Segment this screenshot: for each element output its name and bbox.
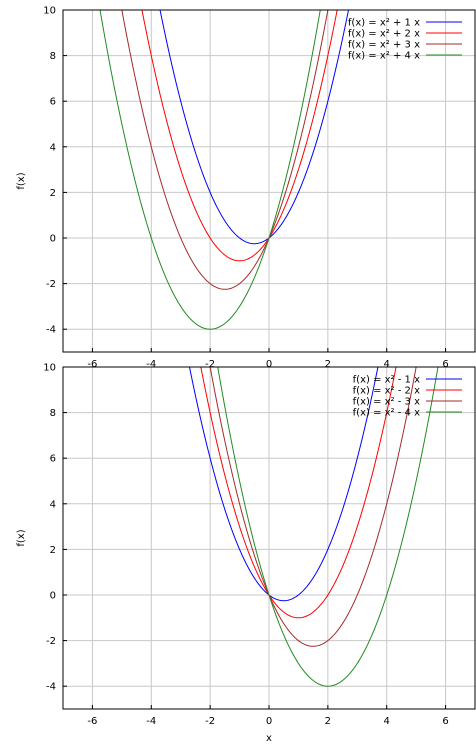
- y-tick-label: 6: [50, 97, 56, 108]
- legend-label: f(x) = x² + 1 x: [348, 18, 420, 29]
- y-tick-label: 0: [50, 234, 56, 245]
- y-tick-label: 8: [50, 408, 56, 419]
- y-tick-label: 0: [50, 591, 56, 602]
- y-tick-label: 10: [43, 6, 56, 17]
- y-tick-label: 2: [50, 545, 56, 556]
- y-tick-label: -4: [46, 682, 56, 693]
- y-axis-label: f(x): [16, 529, 27, 546]
- x-tick-label: 2: [325, 716, 331, 727]
- x-tick-label: -6: [87, 359, 97, 370]
- y-tick-label: 6: [50, 454, 56, 465]
- x-tick-label: 2: [325, 359, 331, 370]
- chart-2: -6 -4 -2 0 2 4 6 -4 -2 0 2 4 6 8 10 x f(x) f(x) = x² - 1 …: [16, 363, 476, 744]
- x-tick-label: 0: [266, 716, 272, 727]
- x-tick-label: 4: [384, 359, 390, 370]
- legend-label: f(x) = x² - 2 x: [353, 386, 420, 397]
- series-group: [188, 367, 439, 687]
- series-line-4: [99, 10, 321, 330]
- x-tick-label: 0: [266, 359, 272, 370]
- series-line-4: [217, 367, 439, 687]
- x-axis-label: x: [266, 733, 272, 744]
- legend-label: f(x) = x² - 3 x: [353, 397, 420, 408]
- x-tick-label: -2: [205, 359, 215, 370]
- legend-label: f(x) = x² + 4 x: [348, 51, 420, 62]
- y-axis-label: f(x): [16, 172, 27, 189]
- legend-label: f(x) = x² + 2 x: [348, 29, 420, 40]
- x-tick-label: -4: [146, 716, 156, 727]
- y-tick-label: -2: [46, 636, 56, 647]
- x-tick-label: 4: [384, 716, 390, 727]
- x-tick-label: -6: [87, 716, 97, 727]
- series-group: [99, 10, 350, 330]
- x-tick-label: -4: [146, 359, 156, 370]
- y-tick-label: -4: [46, 325, 56, 336]
- legend-label: f(x) = x² - 1 x: [353, 375, 420, 386]
- y-tick-label: 4: [50, 142, 56, 153]
- legend-label: f(x) = x² - 4 x: [353, 408, 420, 419]
- x-tick-label: -2: [205, 716, 215, 727]
- y-tick-label: 4: [50, 499, 56, 510]
- y-tick-label: 10: [43, 363, 56, 374]
- legend: f(x) = x² - 1 xf(x) = x² - 2 xf(x) = x² …: [353, 375, 462, 419]
- legend-label: f(x) = x² + 3 x: [348, 40, 420, 51]
- x-tick-label: 6: [442, 359, 448, 370]
- y-tick-label: 8: [50, 51, 56, 62]
- legend: f(x) = x² + 1 xf(x) = x² + 2 xf(x) = x² …: [348, 18, 462, 62]
- y-tick-label: 2: [50, 188, 56, 199]
- x-tick-label: 6: [442, 716, 448, 727]
- y-tick-label: -2: [46, 279, 56, 290]
